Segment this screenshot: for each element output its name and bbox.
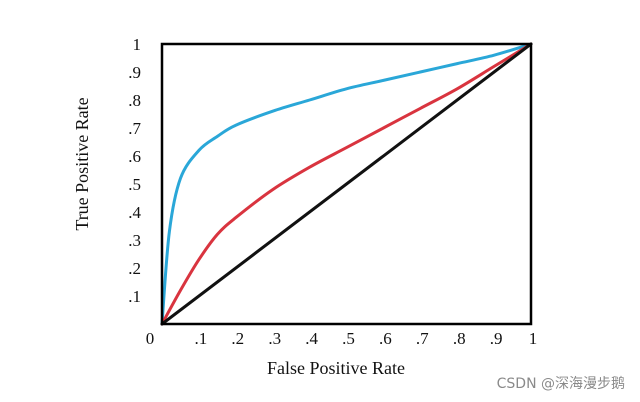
y-tick-label: .9 [128, 63, 141, 82]
x-tick-label: .7 [416, 329, 429, 348]
x-tick-label: .8 [453, 329, 466, 348]
x-tick-label: .5 [342, 329, 355, 348]
y-tick-label: .1 [128, 287, 141, 306]
x-axis-title: False Positive Rate [267, 358, 405, 378]
y-tick-label: 1 [133, 35, 142, 54]
x-tick-label: .6 [379, 329, 392, 348]
x-tick-label: 1 [529, 329, 538, 348]
diagonal-baseline [160, 42, 533, 326]
x-tick-label: .9 [490, 329, 503, 348]
series-layer [160, 42, 533, 326]
x-tick-labels: 0 .1 .2 .3 .4 .5 .6 .7 .8 .9 1 [146, 329, 538, 348]
y-tick-labels: .1 .2 .3 .4 .5 .6 .7 .8 .9 1 [128, 35, 141, 306]
plot-frame [160, 42, 533, 326]
y-axis-title: True Positive Rate [72, 97, 92, 230]
red-roc-curve [160, 42, 533, 326]
x-tick-label: .2 [231, 329, 244, 348]
x-tick-label: .1 [195, 329, 208, 348]
blue-roc-curve [160, 42, 533, 326]
x-tick-label: 0 [146, 329, 155, 348]
y-tick-label: .6 [128, 147, 141, 166]
watermark: CSDN @深海漫步鹅 [497, 375, 625, 392]
x-tick-label: .4 [305, 329, 318, 348]
y-tick-label: .8 [128, 91, 141, 110]
y-tick-label: .4 [128, 203, 141, 222]
y-tick-label: .5 [128, 175, 141, 194]
y-tick-label: .7 [128, 119, 141, 138]
x-tick-label: .3 [268, 329, 281, 348]
y-tick-label: .2 [128, 259, 141, 278]
y-tick-label: .3 [128, 231, 141, 250]
